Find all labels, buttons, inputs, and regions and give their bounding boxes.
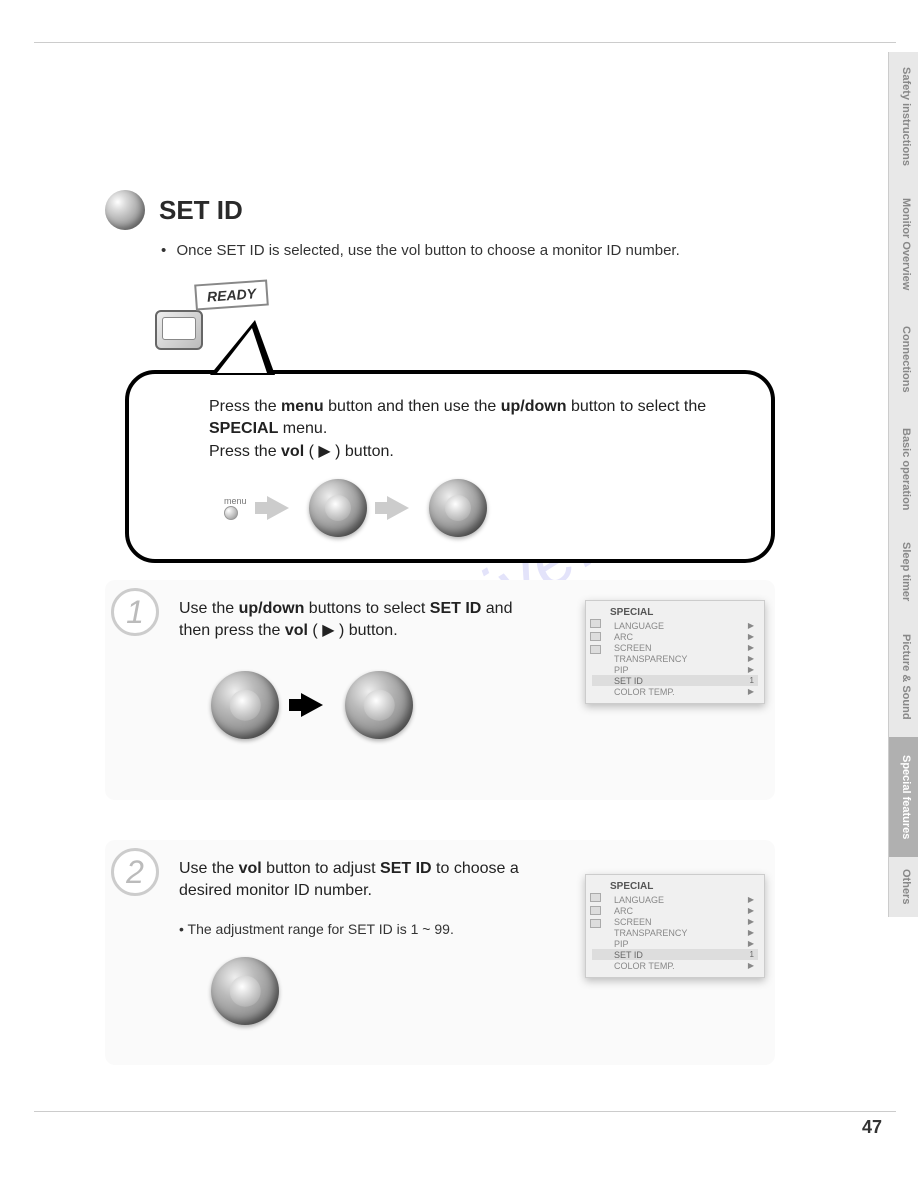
side-tab: Basic operation bbox=[888, 412, 918, 527]
osd-row-label: ARC bbox=[614, 906, 633, 916]
osd-row-value: ▶ bbox=[748, 917, 754, 926]
osd-row-value: ▶ bbox=[748, 632, 754, 641]
osd-row-value: ▶ bbox=[748, 928, 754, 937]
osd-row: LANGUAGE ▶ bbox=[592, 894, 758, 905]
osd-row-value: 1 bbox=[750, 950, 754, 959]
osd-category-icon bbox=[590, 906, 601, 915]
osd-menu-1: SPECIAL LANGUAGE ▶ ARC ▶ SCREEN ▶ TRANSPARENCY ▶… bbox=[585, 600, 765, 704]
osd-row: PIP ▶ bbox=[592, 664, 758, 675]
osd-row-value: ▶ bbox=[748, 665, 754, 674]
side-tab: Special features bbox=[888, 737, 918, 857]
menu-button-icon bbox=[224, 506, 238, 520]
side-tab: Picture & Sound bbox=[888, 617, 918, 737]
ready-button-row: menu bbox=[224, 479, 743, 537]
ready-callout: READY Press the menu button and then use… bbox=[125, 310, 775, 563]
dial-button-icon bbox=[309, 479, 367, 537]
osd-row-label: PIP bbox=[614, 665, 629, 675]
osd-row-value: ▶ bbox=[748, 687, 754, 696]
side-tab: Connections bbox=[888, 307, 918, 412]
side-tab: Others bbox=[888, 857, 918, 917]
osd-row-label: ARC bbox=[614, 632, 633, 642]
osd-row: COLOR TEMP. ▶ bbox=[592, 960, 758, 971]
osd-row-label: SET ID bbox=[614, 950, 643, 960]
osd-category-icon bbox=[590, 619, 601, 628]
osd-title: SPECIAL bbox=[610, 881, 758, 892]
page-number: 47 bbox=[862, 1117, 882, 1138]
dial-button-icon bbox=[211, 957, 279, 1025]
osd-row: LANGUAGE ▶ bbox=[592, 620, 758, 631]
osd-row-label: TRANSPARENCY bbox=[614, 928, 687, 938]
ready-banner: READY bbox=[194, 279, 269, 310]
tv-mascot-icon bbox=[155, 310, 220, 370]
osd-row-label: COLOR TEMP. bbox=[614, 687, 675, 697]
arrow-right-black-icon bbox=[301, 693, 323, 717]
osd-row-value: ▶ bbox=[748, 621, 754, 630]
osd-icon-column bbox=[590, 893, 604, 932]
osd-row-label: SET ID bbox=[614, 676, 643, 686]
menu-label: menu bbox=[224, 496, 247, 506]
osd-row: ARC ▶ bbox=[592, 905, 758, 916]
osd-row: SET ID 1 bbox=[592, 675, 758, 686]
dial-button-icon bbox=[429, 479, 487, 537]
top-border bbox=[34, 42, 896, 43]
bullet-sphere-icon bbox=[105, 190, 145, 230]
osd-row-label: LANGUAGE bbox=[614, 621, 664, 631]
osd-row-label: PIP bbox=[614, 939, 629, 949]
osd-row-value: ▶ bbox=[748, 961, 754, 970]
step-number-1: 1 bbox=[111, 588, 159, 636]
step-2: 2 Use the vol button to adjust SET ID to… bbox=[105, 840, 775, 1065]
side-tab: Sleep timer bbox=[888, 527, 918, 617]
osd-row-label: TRANSPARENCY bbox=[614, 654, 687, 664]
title-row: SET ID bbox=[105, 190, 828, 230]
osd-category-icon bbox=[590, 919, 601, 928]
osd-icon-column bbox=[590, 619, 604, 658]
bullet-dot: • bbox=[161, 242, 166, 259]
osd-row: SCREEN ▶ bbox=[592, 916, 758, 927]
osd-category-icon bbox=[590, 645, 601, 654]
osd-row-value: ▶ bbox=[748, 654, 754, 663]
osd-row-value: ▶ bbox=[748, 895, 754, 904]
osd-row-label: COLOR TEMP. bbox=[614, 961, 675, 971]
osd-row: PIP ▶ bbox=[592, 938, 758, 949]
osd-title: SPECIAL bbox=[610, 607, 758, 618]
step-1-text: Use the up/down buttons to select SET ID… bbox=[179, 598, 539, 641]
speech-tail-inner bbox=[217, 328, 267, 373]
osd-row: SET ID 1 bbox=[592, 949, 758, 960]
osd-row-label: SCREEN bbox=[614, 917, 652, 927]
subtitle-text: Once SET ID is selected, use the vol but… bbox=[176, 242, 679, 259]
dial-button-icon bbox=[211, 671, 279, 739]
osd-row: ARC ▶ bbox=[592, 631, 758, 642]
subtitle: • Once SET ID is selected, use the vol b… bbox=[161, 242, 828, 259]
osd-row: TRANSPARENCY ▶ bbox=[592, 927, 758, 938]
step-2-text: Use the vol button to adjust SET ID to c… bbox=[179, 858, 539, 901]
dial-button-icon bbox=[345, 671, 413, 739]
side-tab: Monitor Overview bbox=[888, 182, 918, 307]
osd-row-value: ▶ bbox=[748, 939, 754, 948]
speech-text: Press the menu button and then use the u… bbox=[209, 396, 743, 463]
osd-row-label: LANGUAGE bbox=[614, 895, 664, 905]
osd-row: SCREEN ▶ bbox=[592, 642, 758, 653]
osd-category-icon bbox=[590, 893, 601, 902]
osd-category-icon bbox=[590, 632, 601, 641]
bottom-border bbox=[34, 1111, 896, 1112]
step-number-2: 2 bbox=[111, 848, 159, 896]
osd-row-value: ▶ bbox=[748, 906, 754, 915]
arrow-right-icon bbox=[267, 496, 289, 520]
side-tabs: Safety instructionsMonitor OverviewConne… bbox=[888, 52, 918, 917]
osd-row-value: ▶ bbox=[748, 643, 754, 652]
step-1: 1 Use the up/down buttons to select SET … bbox=[105, 580, 775, 800]
side-tab: Safety instructions bbox=[888, 52, 918, 182]
osd-row-value: 1 bbox=[750, 676, 754, 685]
osd-row: TRANSPARENCY ▶ bbox=[592, 653, 758, 664]
arrow-right-icon bbox=[387, 496, 409, 520]
speech-box: Press the menu button and then use the u… bbox=[125, 370, 775, 563]
page-title: SET ID bbox=[159, 195, 243, 226]
osd-menu-2: SPECIAL LANGUAGE ▶ ARC ▶ SCREEN ▶ TRANSPARENCY ▶… bbox=[585, 874, 765, 978]
osd-row-label: SCREEN bbox=[614, 643, 652, 653]
page-content: SET ID • Once SET ID is selected, use th… bbox=[105, 190, 828, 259]
osd-row: COLOR TEMP. ▶ bbox=[592, 686, 758, 697]
